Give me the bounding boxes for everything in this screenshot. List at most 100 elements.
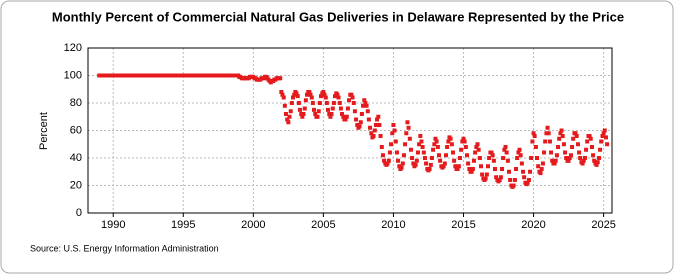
data-point — [281, 95, 286, 100]
data-point — [380, 153, 385, 158]
data-point — [390, 131, 395, 136]
data-point — [351, 101, 356, 105]
data-point — [577, 150, 582, 155]
data-point — [457, 156, 462, 160]
data-point — [420, 145, 425, 149]
data-point — [278, 76, 283, 81]
data-point — [326, 107, 331, 112]
data-point — [568, 153, 573, 158]
data-point — [595, 160, 600, 165]
data-point — [336, 95, 341, 100]
x-tick-label: 1995 — [171, 219, 195, 231]
x-tick-label: 2010 — [381, 219, 405, 231]
data-point — [602, 128, 607, 133]
data-point — [359, 112, 364, 116]
data-point — [347, 98, 352, 103]
data-point — [295, 94, 300, 99]
data-point — [497, 178, 502, 182]
data-point — [428, 162, 433, 167]
data-point — [584, 147, 589, 152]
data-point — [467, 167, 472, 171]
data-point — [504, 150, 509, 155]
data-point — [498, 175, 503, 180]
data-point — [483, 176, 488, 181]
data-point — [441, 164, 446, 169]
data-point — [354, 117, 359, 122]
data-point — [296, 101, 301, 105]
data-point — [511, 183, 516, 188]
data-point — [404, 131, 409, 136]
x-tick-label: 2005 — [311, 219, 335, 231]
data-point — [377, 123, 382, 127]
data-point — [327, 112, 332, 116]
data-point — [582, 156, 587, 160]
data-point — [539, 167, 544, 171]
data-point — [567, 156, 572, 160]
x-tick-label: 1990 — [101, 219, 125, 231]
data-point — [508, 178, 513, 182]
data-point — [598, 147, 603, 152]
data-point — [553, 158, 558, 163]
data-point — [479, 164, 483, 169]
data-point — [450, 150, 455, 155]
data-point — [469, 169, 474, 174]
data-point — [410, 156, 415, 160]
data-point — [594, 162, 599, 167]
data-point — [500, 167, 505, 171]
data-point — [592, 158, 597, 163]
data-point — [490, 153, 495, 158]
data-point — [435, 145, 440, 149]
data-point — [532, 134, 537, 138]
data-point — [324, 101, 329, 105]
data-point — [503, 145, 508, 149]
data-point — [350, 95, 355, 100]
data-point — [530, 139, 535, 144]
data-point — [554, 153, 559, 158]
data-point — [442, 161, 447, 166]
data-point — [387, 150, 392, 155]
data-point — [399, 165, 404, 170]
data-point — [365, 109, 370, 114]
x-tick-label: 2025 — [591, 219, 615, 231]
data-point — [287, 114, 292, 119]
data-point — [588, 136, 593, 141]
data-point — [544, 131, 549, 136]
data-point — [600, 134, 605, 138]
data-point — [328, 114, 333, 119]
data-point — [434, 139, 439, 144]
data-point — [282, 103, 287, 108]
data-point — [561, 142, 566, 147]
data-point — [526, 178, 531, 182]
data-point — [557, 136, 562, 141]
data-point — [288, 109, 293, 114]
data-point — [525, 180, 530, 185]
data-point — [309, 95, 314, 100]
data-point — [529, 156, 534, 160]
data-point — [560, 134, 565, 138]
data-point — [433, 136, 438, 141]
data-point — [455, 167, 460, 171]
data-point — [391, 123, 396, 127]
data-point — [375, 117, 380, 122]
data-point — [289, 101, 294, 105]
data-point — [589, 145, 594, 149]
data-point — [304, 92, 309, 97]
data-point — [329, 112, 334, 116]
x-tick-label: 2015 — [451, 219, 475, 231]
data-point — [448, 136, 453, 141]
data-point — [311, 107, 316, 112]
data-point — [363, 101, 368, 105]
data-point — [394, 150, 399, 155]
data-point — [307, 90, 312, 94]
data-point — [321, 90, 326, 94]
data-point — [316, 109, 321, 114]
data-point — [516, 150, 521, 155]
data-point — [300, 114, 305, 119]
data-point — [308, 92, 313, 97]
data-point — [470, 167, 475, 171]
data-point — [501, 156, 506, 160]
y-tick-label: 80 — [70, 97, 82, 109]
data-point — [581, 158, 586, 163]
data-point — [463, 145, 468, 149]
